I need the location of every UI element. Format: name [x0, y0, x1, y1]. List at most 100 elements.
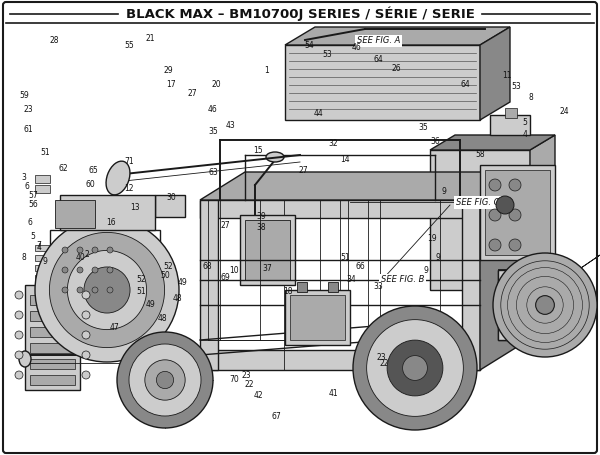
Text: 39: 39: [256, 212, 266, 221]
Text: 35: 35: [418, 123, 428, 132]
Circle shape: [62, 247, 68, 253]
Polygon shape: [498, 255, 600, 270]
Bar: [485, 170, 550, 255]
Text: SEE FIG. B: SEE FIG. B: [381, 275, 424, 284]
Text: 17: 17: [166, 80, 176, 89]
Bar: [490, 115, 530, 135]
Text: 51: 51: [340, 253, 350, 262]
Text: 6: 6: [25, 182, 29, 191]
Circle shape: [62, 267, 68, 273]
Circle shape: [15, 351, 23, 359]
Circle shape: [49, 233, 164, 348]
Text: 8: 8: [22, 253, 26, 262]
Text: 54: 54: [304, 41, 314, 50]
Text: 34: 34: [346, 275, 356, 284]
Text: 61: 61: [24, 125, 34, 134]
Text: 53: 53: [322, 50, 332, 59]
Circle shape: [92, 267, 98, 273]
Text: 30: 30: [166, 193, 176, 202]
Text: SEE FIG. C: SEE FIG. C: [456, 198, 499, 207]
Circle shape: [15, 371, 23, 379]
Text: 31: 31: [172, 375, 182, 384]
Circle shape: [145, 360, 185, 400]
Bar: [328, 282, 338, 292]
Text: 26: 26: [391, 64, 401, 73]
Ellipse shape: [19, 351, 31, 367]
Circle shape: [77, 267, 83, 273]
Bar: [155, 195, 185, 217]
Bar: [35, 275, 53, 281]
Text: 44: 44: [313, 109, 323, 118]
Circle shape: [92, 287, 98, 293]
Polygon shape: [200, 172, 525, 200]
Text: 22: 22: [244, 380, 254, 389]
Text: 5: 5: [523, 118, 527, 127]
Text: 27: 27: [187, 89, 197, 98]
Text: 58: 58: [475, 150, 485, 159]
Text: 52: 52: [163, 262, 173, 271]
Circle shape: [489, 239, 501, 251]
Text: 65: 65: [88, 166, 98, 175]
Circle shape: [35, 218, 179, 362]
Text: 69: 69: [220, 273, 230, 282]
Bar: [35, 175, 50, 183]
Text: 16: 16: [106, 218, 116, 228]
Circle shape: [62, 287, 68, 293]
Circle shape: [493, 253, 597, 357]
Text: 51: 51: [136, 287, 146, 296]
Text: 62: 62: [58, 164, 68, 173]
Text: 24: 24: [559, 107, 569, 116]
Text: 71: 71: [124, 157, 134, 166]
Text: 64: 64: [460, 80, 470, 89]
Bar: [30, 359, 75, 369]
Bar: [505, 108, 517, 118]
Text: 20: 20: [211, 80, 221, 89]
Text: 9: 9: [424, 266, 428, 275]
Text: 52: 52: [136, 275, 146, 284]
Bar: [290, 295, 345, 340]
Text: SEE FIG. A: SEE FIG. A: [357, 36, 400, 46]
Text: 51: 51: [40, 148, 50, 157]
Text: 9: 9: [436, 253, 440, 262]
Text: 23: 23: [241, 371, 251, 380]
Text: 27: 27: [298, 166, 308, 175]
Polygon shape: [480, 172, 525, 370]
Text: 2: 2: [85, 250, 89, 259]
Text: 8: 8: [529, 93, 533, 102]
Circle shape: [489, 179, 501, 191]
Circle shape: [107, 267, 113, 273]
Text: 21: 21: [145, 34, 155, 43]
Text: 37: 37: [262, 264, 272, 273]
Bar: [200, 200, 480, 218]
Text: 48: 48: [172, 293, 182, 303]
Circle shape: [509, 209, 521, 221]
Circle shape: [15, 331, 23, 339]
Text: 56: 56: [28, 200, 38, 209]
Text: 7: 7: [37, 241, 41, 250]
Bar: [60, 195, 155, 230]
Text: 9: 9: [442, 187, 446, 196]
Circle shape: [489, 209, 501, 221]
Text: 40: 40: [76, 253, 86, 262]
Bar: [462, 200, 480, 370]
Circle shape: [92, 247, 98, 253]
Text: 23: 23: [24, 105, 34, 114]
Bar: [498, 270, 578, 340]
Text: 27: 27: [220, 221, 230, 230]
Circle shape: [82, 331, 90, 339]
Text: 47: 47: [109, 323, 119, 332]
Circle shape: [387, 340, 443, 396]
FancyBboxPatch shape: [3, 2, 597, 453]
Text: 43: 43: [226, 121, 236, 130]
Text: 13: 13: [130, 202, 140, 212]
Text: 53: 53: [511, 82, 521, 91]
Polygon shape: [480, 27, 510, 120]
Text: 42: 42: [253, 391, 263, 400]
Text: 50: 50: [160, 271, 170, 280]
Text: 41: 41: [328, 389, 338, 398]
Circle shape: [82, 351, 90, 359]
Bar: [35, 185, 50, 193]
Bar: [50, 230, 160, 340]
Text: 15: 15: [253, 146, 263, 155]
Circle shape: [82, 311, 90, 319]
